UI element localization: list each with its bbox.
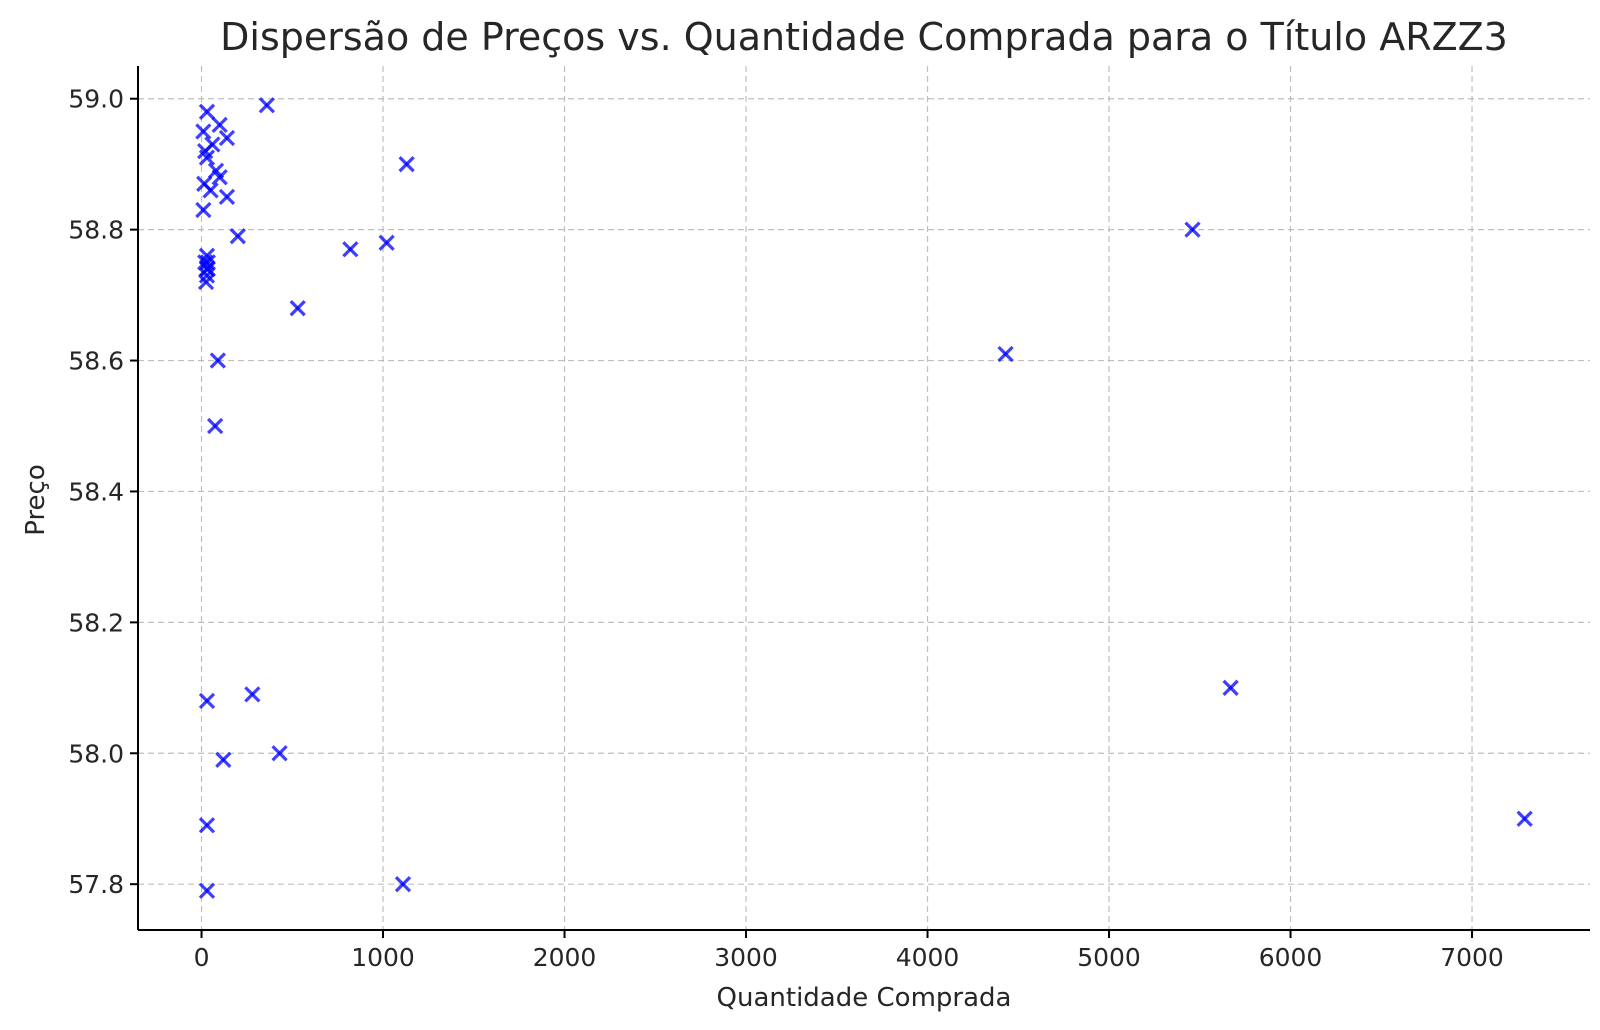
data-point-stroke <box>198 817 216 834</box>
x-tick-label: 2000 <box>533 943 597 972</box>
data-point <box>378 234 395 251</box>
y-tick-label: 58.0 <box>68 739 124 768</box>
data-point-stroke <box>198 103 216 120</box>
data-point-stroke <box>198 692 216 710</box>
axes-layer <box>137 66 1590 931</box>
data-point <box>244 686 261 703</box>
x-tick-label: 1000 <box>351 943 415 972</box>
data-point <box>342 241 359 258</box>
data-point <box>218 188 236 206</box>
x-tick-label: 0 <box>194 943 210 972</box>
y-tick-label: 58.2 <box>68 608 124 637</box>
data-point-stroke <box>207 417 224 435</box>
data-point-stroke <box>218 129 236 147</box>
chart-title: Dispersão de Preços vs. Quantidade Compr… <box>220 15 1508 59</box>
x-tick-label: 5000 <box>1077 943 1141 972</box>
data-point-stroke <box>198 149 216 166</box>
x-tick-label: 3000 <box>714 943 778 972</box>
y-tick-label: 59.0 <box>68 85 124 114</box>
data-points <box>195 97 1533 899</box>
data-point <box>1222 679 1239 696</box>
data-point-stroke <box>1516 810 1533 827</box>
data-point-stroke <box>394 876 412 893</box>
data-point <box>997 345 1014 363</box>
data-point <box>211 116 228 134</box>
data-point-stroke <box>207 162 225 179</box>
grid-layer <box>138 66 1590 930</box>
data-point <box>198 817 216 834</box>
ticks-layer: 0 1000 2000 3000 4000 5000 6000 7000 57.8 58.0 58.… <box>68 85 1504 972</box>
data-point <box>1516 810 1533 827</box>
x-tick-label: 4000 <box>896 943 960 972</box>
data-point <box>289 300 306 317</box>
data-point-stroke <box>997 345 1014 363</box>
y-tick-label: 57.8 <box>68 870 124 899</box>
data-point <box>195 123 212 140</box>
data-point <box>398 156 415 173</box>
data-point <box>198 103 216 120</box>
data-point <box>198 692 216 710</box>
data-point-stroke <box>211 169 228 186</box>
data-point-stroke <box>258 97 275 114</box>
data-point-stroke <box>244 686 261 703</box>
data-point <box>195 201 212 219</box>
data-point <box>198 149 216 166</box>
data-point <box>229 228 246 245</box>
data-point <box>218 129 236 147</box>
y-tick-label: 58.4 <box>68 477 124 506</box>
data-point-stroke <box>197 273 215 291</box>
data-point <box>209 352 226 369</box>
data-point-stroke <box>195 201 212 219</box>
data-point <box>215 751 232 768</box>
data-point-stroke <box>289 300 306 317</box>
x-tick-label: 6000 <box>1259 943 1323 972</box>
data-point-stroke <box>218 188 236 206</box>
data-point-stroke <box>271 745 288 762</box>
data-point-stroke <box>211 116 228 134</box>
data-point <box>197 273 215 291</box>
data-point <box>211 169 228 186</box>
data-point <box>271 745 288 762</box>
data-point-stroke <box>202 182 219 199</box>
data-point-stroke <box>195 123 212 140</box>
data-point <box>198 882 216 899</box>
data-point-stroke <box>197 254 214 271</box>
data-point-stroke <box>197 142 214 160</box>
data-point-stroke <box>229 228 246 245</box>
data-point <box>1184 221 1201 238</box>
x-axis-label: Quantidade Comprada <box>717 983 1012 1013</box>
data-point <box>394 876 412 893</box>
data-point-stroke <box>342 241 359 258</box>
y-tick-label: 58.8 <box>68 216 124 245</box>
data-point <box>202 182 219 199</box>
data-point <box>197 254 214 271</box>
data-point <box>258 97 275 114</box>
data-point <box>207 417 224 435</box>
data-point-stroke <box>1222 679 1239 696</box>
data-point-stroke <box>215 751 232 768</box>
data-point-stroke <box>209 352 226 369</box>
x-tick-label: 7000 <box>1440 943 1504 972</box>
y-axis-label: Preço <box>21 464 51 536</box>
data-point-stroke <box>398 156 415 173</box>
data-point-stroke <box>378 234 395 251</box>
data-point-stroke <box>1184 221 1201 238</box>
y-tick-label: 58.6 <box>68 347 124 376</box>
data-point-stroke <box>198 882 216 899</box>
